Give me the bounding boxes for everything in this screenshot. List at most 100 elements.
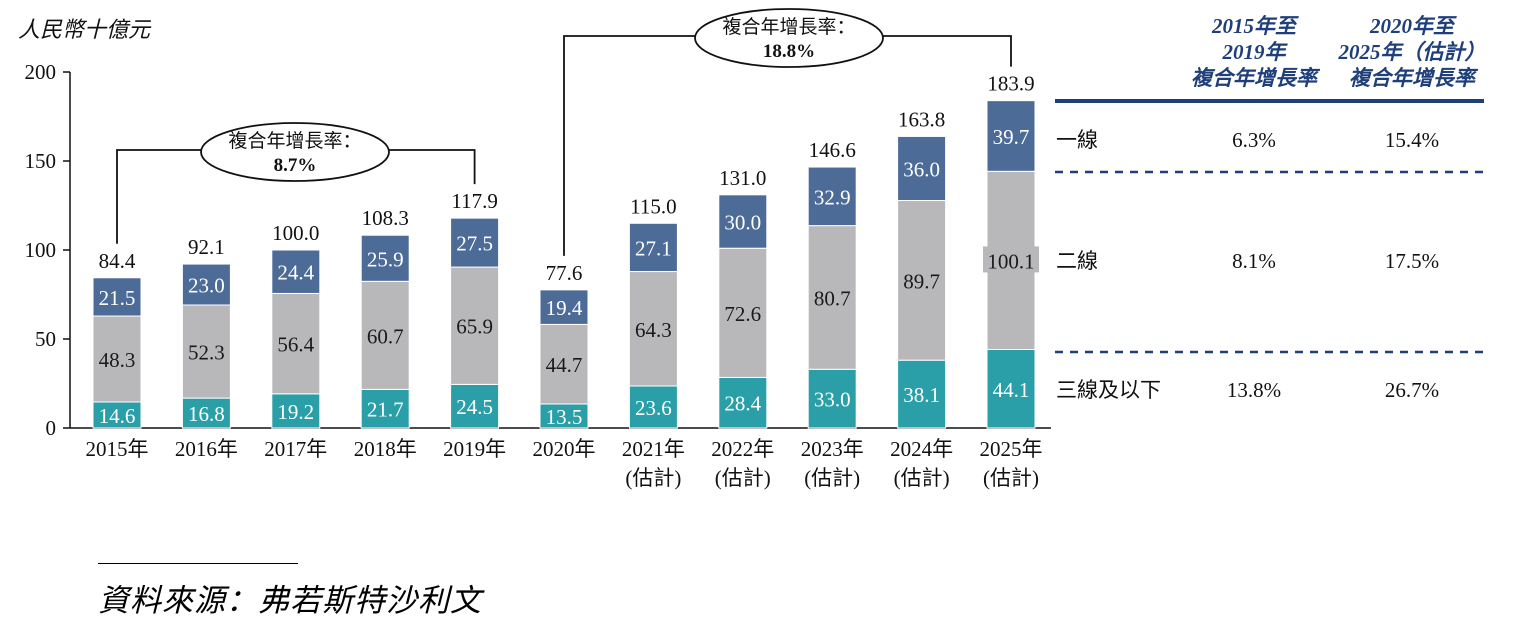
bar-total-label: 115.0 [630,194,676,218]
bar-segment [628,271,678,387]
bar-segment [360,280,410,390]
x-category-label: 2021年 [622,437,685,461]
bar-segment [718,247,768,378]
table-row-label: 二線 [1056,249,1098,273]
bar-segment [807,368,857,429]
bar-data-label: 60.7 [367,324,404,348]
cagr-callout-value: 8.7% [274,155,317,176]
bar-total-label: 84.4 [99,249,136,273]
bar-data-label: 23.0 [188,274,225,298]
bar-data-label: 24.4 [277,261,314,285]
x-category-label: (估計) [715,466,771,490]
bar-data-label: 19.4 [546,296,583,320]
cagr-callout-label: 複合年增長率： [722,16,855,38]
bar-data-label: 25.9 [367,247,404,271]
y-tick-label: 200 [25,60,57,84]
table-header-col1: 2019年 [1222,40,1289,64]
bar-segment [450,266,500,385]
x-category-label: 2025年 [980,437,1043,461]
bar-segment [181,397,231,429]
bar-data-label: 65.9 [456,315,493,339]
bar-segment [718,194,768,249]
bar-total-label: 163.8 [898,107,945,131]
bar-segment [897,200,947,361]
bar-label-background [983,246,1039,273]
bar-data-label: 80.7 [814,286,851,310]
bar-segment [450,383,500,429]
bar-segment [92,315,142,403]
bar-data-label: 21.5 [99,286,136,310]
cagr-callout-label: 複合年增長率： [228,130,361,152]
bar-segment [181,304,231,399]
bar-segment [897,359,947,429]
bar-data-label: 52.3 [188,341,225,365]
bar-segment [807,166,857,227]
bar-total-label: 77.6 [546,261,583,285]
source-divider [98,563,298,564]
y-tick-label: 150 [25,149,57,173]
bar-data-label: 13.5 [546,405,583,429]
bar-data-label: 44.7 [546,353,583,377]
bar-segment [360,234,410,282]
bar-data-label: 64.3 [635,318,672,342]
table-header-col1: 2015年至 [1211,14,1299,38]
x-category-label: 2019年 [443,437,506,461]
x-category-label: 2023年 [801,437,864,461]
y-tick-label: 0 [46,416,57,440]
bar-segment [271,249,321,294]
table-cell-value: 6.3% [1232,128,1276,152]
y-tick-label: 100 [25,238,57,262]
bar-data-label: 27.1 [635,236,672,260]
table-row-label: 三線及以下 [1056,378,1161,402]
bar-segment [539,403,589,429]
bar-total-label: 92.1 [188,235,225,259]
y-axis-unit-label: 人民幣十億元 [18,17,152,42]
bar-total-label: 183.9 [987,72,1034,96]
bar-segment [360,388,410,429]
cagr-callout-ellipse [200,122,390,182]
table-header-col1: 複合年增長率 [1191,66,1321,90]
y-tick-label: 50 [35,327,56,351]
bar-data-label: 27.5 [456,232,493,256]
x-category-label: (估計) [804,466,860,490]
bar-total-label: 146.6 [809,138,856,162]
table-header-col2: 2020年至 [1369,14,1457,38]
bar-segment [897,135,947,202]
table-header-col2: 複合年增長率 [1349,66,1479,90]
table-header-col2: 2025年（估計） [1338,40,1486,64]
cagr-callout-value: 18.8% [763,41,815,62]
bar-data-label: 19.2 [277,400,314,424]
x-category-label: 2018年 [354,437,417,461]
x-category-label: (估計) [983,466,1039,490]
bar-data-label: 38.1 [903,383,940,407]
table-cell-value: 17.5% [1385,249,1439,273]
x-category-label: 2024年 [890,437,953,461]
bar-data-label: 36.0 [903,157,940,181]
bar-data-label: 21.7 [367,398,404,422]
bar-data-label: 30.0 [724,211,761,235]
x-category-label: 2016年 [175,437,238,461]
bar-data-label: 44.1 [993,378,1030,402]
table-cell-value: 13.8% [1227,378,1281,402]
bar-segment [92,277,142,317]
bar-total-label: 100.0 [272,221,319,245]
bar-segment [271,393,321,429]
bar-data-label: 16.8 [188,402,225,426]
x-category-label: (估計) [625,466,681,490]
x-category-label: 2022年 [711,437,774,461]
bar-segment [539,323,589,405]
bar-total-label: 108.3 [362,206,409,230]
bar-data-label: 24.5 [456,395,493,419]
source-note: 資料來源：弗若斯特沙利文 [98,583,482,618]
cagr-callout-ellipse [694,8,884,68]
bar-segment [986,100,1036,172]
bar-data-label: 23.6 [635,396,672,420]
bar-data-label: 33.0 [814,388,851,412]
bar-segment [450,217,500,268]
table-cell-value: 26.7% [1385,378,1439,402]
x-category-label: 2017年 [264,437,327,461]
bar-total-label: 117.9 [451,189,497,213]
table-row-label: 一線 [1056,128,1098,152]
bar-data-label: 48.3 [99,348,136,372]
